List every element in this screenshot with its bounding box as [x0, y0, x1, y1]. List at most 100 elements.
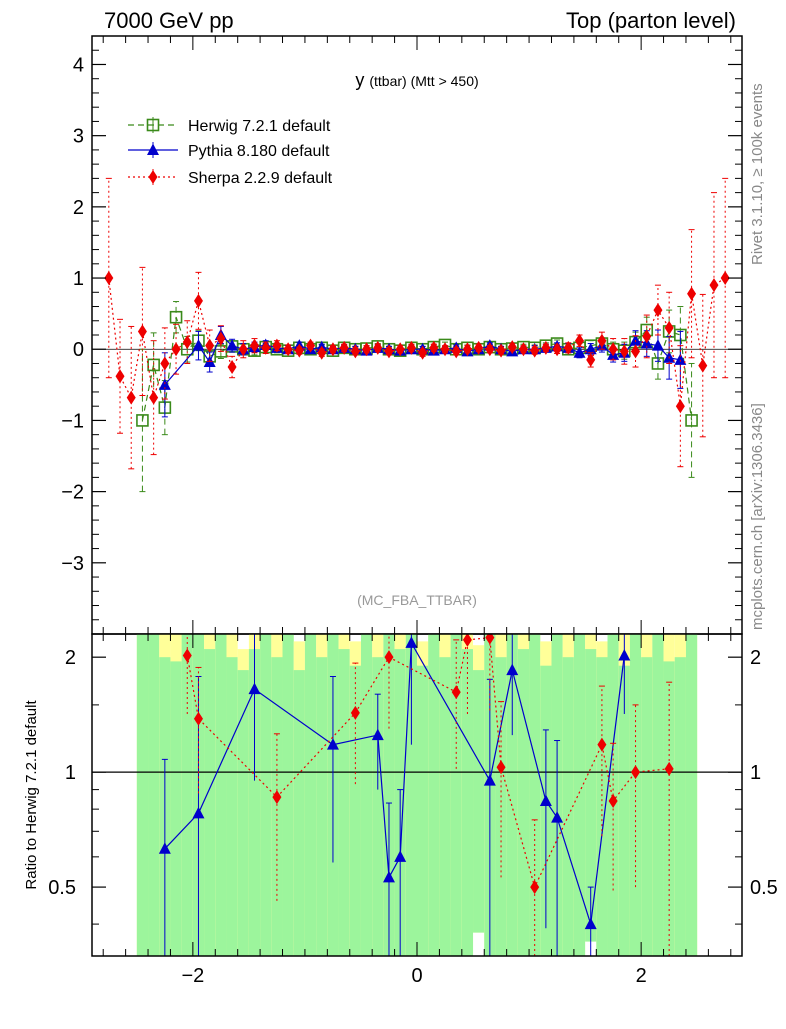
sherpa-point: [339, 340, 349, 355]
legend: Herwig 7.2.1 default Pythia 8.180 default…: [128, 117, 333, 187]
band-inner-bin: [529, 634, 541, 956]
sherpa-point: [518, 342, 528, 357]
ratio-pythia-point: [506, 663, 519, 676]
band-inner-bin: [349, 665, 361, 956]
herwig-point: [685, 414, 698, 427]
y-tick-label: 0: [73, 339, 84, 361]
sherpa-point: [462, 342, 472, 357]
y-tick-label: 2: [73, 197, 84, 219]
band-inner-bin: [282, 634, 294, 956]
ratio-sherpa-line: [186, 636, 670, 889]
sherpa-point: [552, 342, 562, 357]
sherpa-point: [261, 340, 271, 355]
sherpa-point: [608, 342, 618, 357]
ratio-data-layer: [158, 634, 674, 956]
plot-title-sub: (ttbar) (Mtt > 450): [369, 73, 478, 89]
band-inner-bin: [629, 634, 642, 956]
sherpa-point: [575, 333, 584, 348]
main-axes: 4 3 2 1 0 −1 −2 −3: [61, 35, 743, 635]
herwig-point: [169, 310, 183, 324]
band-inner-bin: [585, 649, 597, 942]
sherpa-point: [294, 343, 304, 358]
band-inner-bin: [573, 634, 586, 956]
ratio-pythia-point: [405, 636, 418, 648]
ratio-y-tick-label-left: 1: [65, 762, 76, 784]
x-tick-label: 0: [411, 965, 422, 987]
band-inner-bin: [271, 657, 283, 956]
sherpa-point: [687, 286, 697, 301]
plot-title: y (ttbar) (Mtt > 450): [355, 70, 478, 90]
sherpa-point: [216, 331, 226, 346]
band-inner-bin: [596, 657, 608, 956]
sherpa-series: [104, 177, 730, 470]
pythia-point: [584, 342, 597, 355]
sherpa-point: [541, 340, 551, 355]
watermark: (MC_FBA_TTBAR): [357, 592, 477, 608]
sherpa-point: [485, 342, 495, 357]
sherpa-point: [250, 338, 259, 353]
main-data-layer: [92, 177, 742, 493]
band-inner-bin: [372, 657, 384, 956]
sherpa-point: [507, 340, 517, 355]
sherpa-point: [474, 340, 484, 355]
band-inner-bin: [181, 634, 193, 956]
rivet-label: Rivet 3.1.10, ≥ 100k events: [749, 83, 766, 265]
ratio-pythia-point: [326, 738, 339, 750]
header-left: 7000 GeV pp: [104, 8, 234, 33]
legend-marker-herwig: [146, 118, 160, 132]
ratio-y-tick-label-left: 2: [65, 647, 76, 669]
sherpa-point: [171, 342, 181, 357]
ratio-ylabel: Ratio to Herwig 7.2.1 default: [23, 700, 40, 890]
band-inner-bin: [641, 657, 653, 956]
pythia-point: [629, 334, 642, 346]
herwig-point: [136, 414, 149, 427]
ratio-pythia-point: [371, 728, 384, 741]
ratio-y-tick-label-right: 1: [750, 762, 761, 784]
sherpa-point: [205, 338, 215, 353]
ratio-pythia-point: [584, 917, 597, 930]
band-inner-bin: [663, 661, 675, 956]
ratio-sherpa-point: [530, 880, 540, 895]
sherpa-point: [631, 344, 641, 359]
sherpa-point: [720, 271, 730, 286]
band-inner-bin: [338, 649, 350, 956]
band-inner-bin: [428, 634, 440, 956]
ratio-pythia-series: [158, 634, 631, 956]
y-tick-label: 3: [73, 126, 84, 148]
ratio-sherpa-point: [451, 685, 461, 700]
sherpa-point: [137, 324, 147, 339]
ratio-sherpa-point: [350, 705, 360, 720]
sherpa-point: [642, 329, 652, 344]
sherpa-point: [709, 278, 719, 293]
y-tick-label: −2: [61, 482, 84, 504]
sherpa-point: [653, 303, 663, 318]
sherpa-point: [126, 390, 136, 405]
band-inner-bin: [450, 634, 462, 956]
band-inner-bin: [461, 649, 474, 956]
band-inner-bin: [204, 649, 216, 956]
band-inner-bin: [148, 634, 160, 956]
sherpa-point: [362, 342, 372, 357]
sherpa-point: [227, 360, 237, 375]
ratio-sherpa-point: [193, 711, 203, 726]
band-inner-bin: [618, 665, 630, 956]
sherpa-point: [406, 340, 416, 355]
sherpa-point: [451, 344, 461, 359]
sherpa-point: [193, 293, 203, 308]
band-inner-bin: [652, 634, 664, 956]
ratio-y-tick-label-left: 0.5: [48, 877, 76, 899]
sherpa-point: [182, 335, 192, 350]
herwig-line: [141, 317, 693, 421]
sherpa-point: [317, 345, 327, 360]
sherpa-point: [586, 352, 596, 367]
band-inner-bin: [226, 657, 238, 956]
ratio-pythia-point: [248, 682, 261, 695]
band-inner-bin: [674, 657, 686, 956]
x-tick-label: 2: [636, 965, 647, 987]
ratio-sherpa-point: [182, 648, 192, 663]
sherpa-point: [272, 338, 282, 353]
sherpa-point: [597, 333, 607, 348]
sherpa-point: [675, 399, 685, 414]
